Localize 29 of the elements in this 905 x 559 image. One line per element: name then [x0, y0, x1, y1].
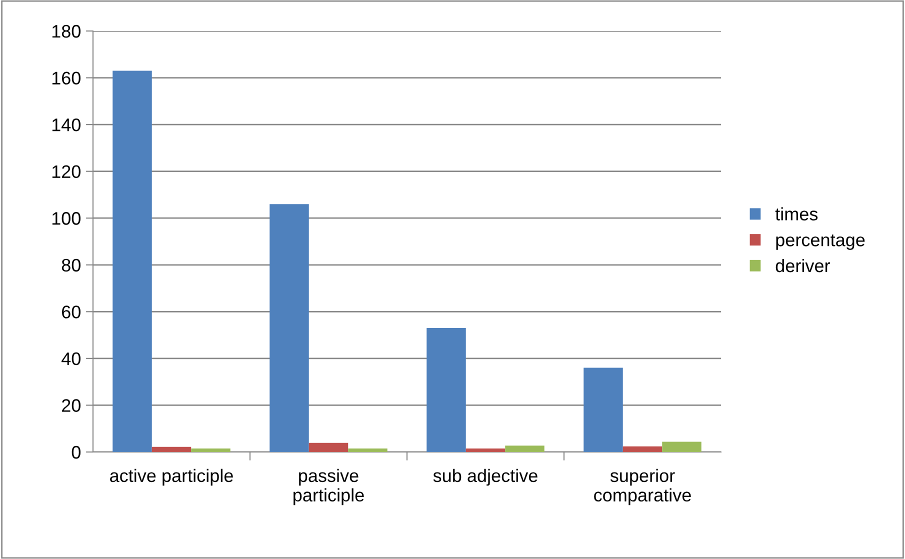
bar	[308, 442, 348, 452]
bar	[112, 70, 152, 452]
x-tick-label: active participle	[110, 468, 233, 486]
bar	[466, 448, 506, 452]
x-tick-label: passive participle	[294, 468, 364, 506]
bar	[505, 446, 544, 452]
legend-label: deriver	[776, 258, 830, 272]
legend-label: times	[775, 207, 818, 220]
x-tick-label: sub adjective	[433, 468, 538, 486]
bar	[622, 446, 662, 452]
y-tick-label: 160	[52, 72, 80, 84]
y-tick-label: 100	[52, 212, 80, 225]
y-tick-label: 20	[62, 399, 80, 412]
y-tick-label: 180	[52, 24, 80, 38]
y-tick-label: 40	[62, 352, 80, 366]
y-tick-label: 120	[52, 165, 80, 178]
bar	[191, 448, 230, 452]
y-tick-label: 140	[52, 118, 80, 132]
bar	[270, 204, 309, 452]
legend-label: percentage	[776, 234, 865, 250]
bar	[348, 448, 388, 452]
bar	[426, 328, 466, 452]
y-tick-label: 0	[72, 446, 80, 459]
bar	[152, 446, 192, 452]
y-tick-label: 80	[62, 258, 80, 272]
bar	[662, 442, 702, 452]
x-tick-label: superior comparative	[594, 468, 691, 506]
y-tick-label: 60	[62, 306, 80, 318]
bar	[584, 368, 623, 452]
